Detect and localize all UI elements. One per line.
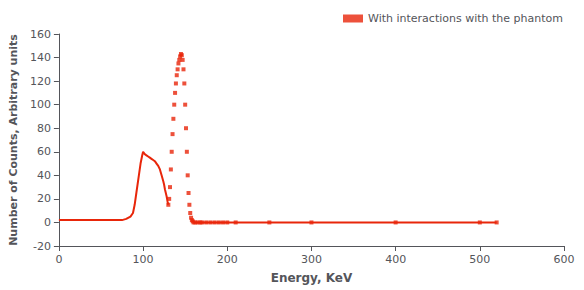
svg-text:200: 200 [217,253,238,266]
svg-text:-20: -20 [33,240,51,253]
svg-text:100: 100 [30,98,51,111]
svg-text:60: 60 [37,145,51,158]
svg-text:120: 120 [30,75,51,88]
svg-text:140: 140 [30,51,51,64]
svg-text:100: 100 [133,253,154,266]
svg-text:40: 40 [37,169,51,182]
svg-text:80: 80 [37,122,51,135]
svg-text:20: 20 [37,192,51,205]
svg-text:0: 0 [55,253,62,266]
svg-text:600: 600 [554,253,575,266]
svg-text:With interactions with the pha: With interactions with the phantom [368,12,563,25]
svg-text:400: 400 [385,253,406,266]
svg-text:160: 160 [30,28,51,41]
svg-text:500: 500 [469,253,490,266]
svg-text:0: 0 [44,216,51,229]
svg-text:Number of Counts, Arbitrary un: Number of Counts, Arbitrary units [7,34,20,246]
svg-text:300: 300 [301,253,322,266]
svg-text:Energy, KeV: Energy, KeV [271,271,353,285]
